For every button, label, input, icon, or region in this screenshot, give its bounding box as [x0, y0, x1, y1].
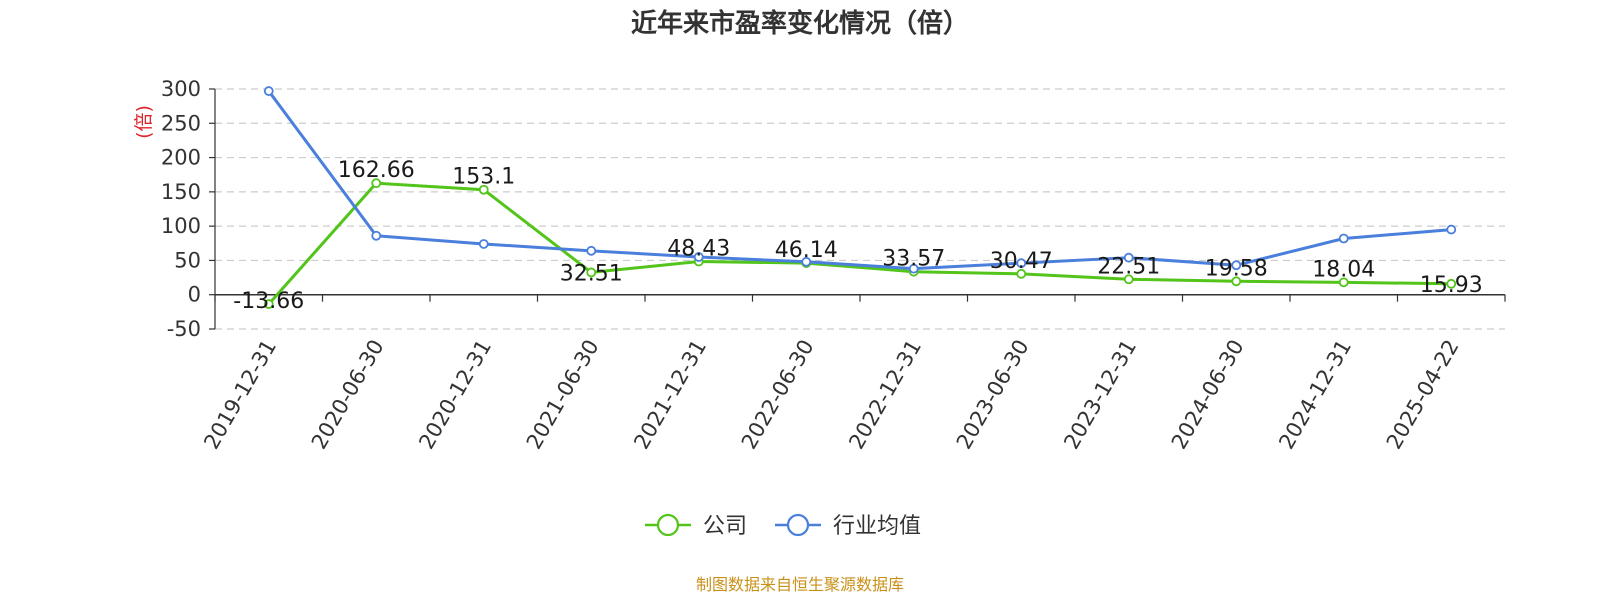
y-tick-label: 250 [161, 111, 201, 135]
data-label: 162.66 [338, 158, 415, 183]
data-label: -13.66 [233, 289, 304, 314]
data-label: 46.14 [775, 238, 838, 263]
data-label-layer: -13.66 162.66 153.1 32.51 48.43 46.14 33.57 30.… [233, 158, 1482, 314]
legend-marker [786, 513, 810, 537]
series-layer [263, 86, 1457, 309]
data-label: 30.47 [990, 249, 1053, 274]
y-tick-label: 100 [161, 214, 201, 238]
series-1-point [1016, 268, 1027, 279]
series-1-point [478, 184, 489, 195]
grid-layer [215, 88, 1505, 330]
x-tick-label: 2019-12-31 [199, 336, 281, 454]
series-1-point [263, 299, 274, 309]
series-1-point [1338, 277, 1349, 288]
series-1-point [371, 178, 382, 189]
series-2-point [1338, 233, 1349, 244]
x-tick-label: 2022-06-30 [737, 336, 819, 454]
legend-marker [656, 513, 680, 537]
series-1-point [1446, 278, 1457, 289]
series-line-2 [267, 90, 1452, 271]
y-tick-label: -50 [167, 317, 201, 341]
series-1-point [586, 267, 597, 278]
x-tick-label: 2020-12-31 [414, 336, 496, 454]
series-2-point [1123, 252, 1134, 263]
x-tick-label: 2024-06-30 [1167, 336, 1249, 454]
x-tick-label: 2023-06-30 [952, 336, 1034, 454]
y-tick-label: 300 [161, 77, 201, 101]
y-axis-unit-label: (倍) [133, 105, 155, 139]
series-line-1 [267, 181, 1452, 306]
x-tick-label: 2023-12-31 [1059, 336, 1141, 454]
data-label: 48.43 [667, 237, 730, 262]
data-label: 15.93 [1420, 273, 1483, 298]
y-tick-label: 200 [161, 146, 201, 170]
y-tick-label: 0 [188, 283, 201, 307]
data-label: 22.51 [1097, 254, 1160, 279]
series-2-point [1446, 224, 1457, 235]
x-tick-label: 2021-06-30 [522, 336, 604, 454]
data-source-note: 制图数据来自恒生聚源数据库 [696, 575, 904, 594]
data-label: 32.51 [560, 261, 623, 286]
series-2-point [801, 256, 812, 267]
x-tick-label: 2021-12-31 [629, 336, 711, 454]
series-2-point [1231, 260, 1242, 271]
series-2-point [908, 263, 919, 274]
x-tick-label: 2020-06-30 [307, 336, 389, 454]
data-label: 33.57 [882, 247, 945, 272]
data-label: 19.58 [1205, 256, 1268, 281]
x-tick-label: 2025-04-22 [1382, 336, 1464, 454]
legend-label: 公司 [703, 514, 747, 539]
chart-title: 近年来市盈率变化情况（倍） [631, 8, 969, 39]
legend-label: 行业均值 [833, 514, 921, 539]
data-label: 18.04 [1312, 257, 1375, 282]
series-2-point [263, 86, 274, 96]
series-2-point [1016, 258, 1027, 269]
series-2-point [371, 230, 382, 241]
series-1-point [1231, 276, 1242, 287]
series-2-point [478, 239, 489, 249]
data-label: 153.1 [452, 165, 515, 190]
legend: 公司 行业均值 [645, 513, 921, 539]
series-1-point [1123, 274, 1134, 285]
x-tick-label: 2024-12-31 [1274, 336, 1356, 454]
x-tick-label: 2022-12-31 [844, 336, 926, 454]
series-2-point [693, 252, 704, 262]
y-tick-label: 150 [161, 180, 201, 204]
series-2-point [586, 245, 597, 256]
y-tick-label: 50 [174, 248, 201, 272]
